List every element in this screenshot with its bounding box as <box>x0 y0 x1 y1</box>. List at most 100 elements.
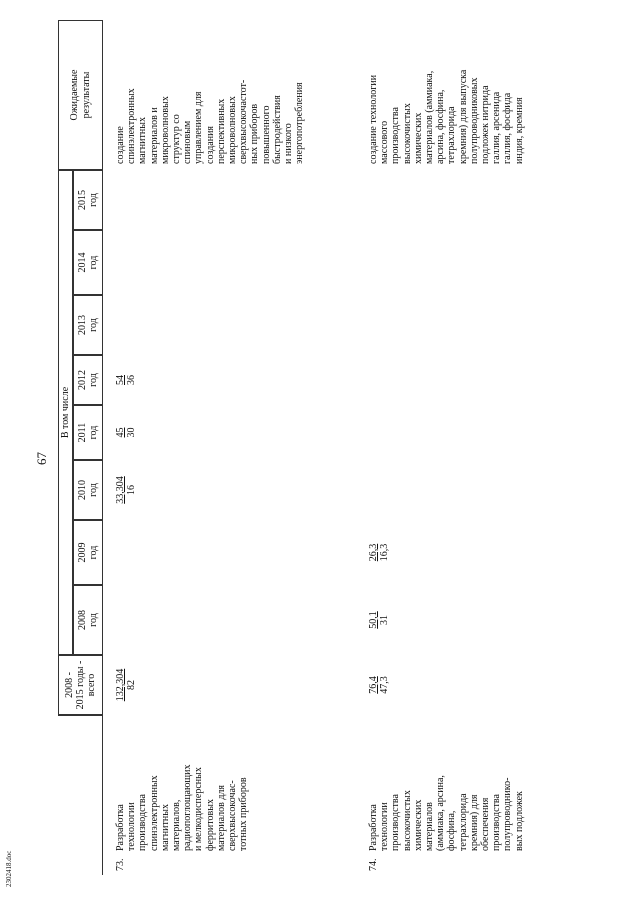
value: 50,1 <box>368 611 379 629</box>
text-line: кремния) для <box>468 794 480 851</box>
header-text: 2010 <box>76 480 88 500</box>
text-line: Разработка <box>368 804 379 851</box>
row-name: Разработка технологии производства спинэлек… <box>115 713 249 851</box>
row-results: создание спинэлектронных магнитных материал… <box>115 20 305 164</box>
text-line: полупроводниковых <box>468 77 480 164</box>
text-line: производства <box>390 794 402 851</box>
header-text: В том числе <box>59 386 71 439</box>
header-text: год <box>88 425 99 440</box>
text-line: сверхвысокочас- <box>227 780 239 851</box>
header-year: 2013 год <box>73 295 103 355</box>
header-year: 2012 год <box>73 355 103 405</box>
text-line: энергопотребления <box>294 82 306 164</box>
value: 26,3 <box>368 543 379 562</box>
header-text: 2014 <box>76 252 88 273</box>
text-line: химических <box>412 112 424 164</box>
text-line: повышенного <box>260 105 272 165</box>
value: 16 <box>126 485 138 495</box>
text-line: вых подложек <box>513 791 525 851</box>
header-year: 2009 год <box>73 520 103 585</box>
text-line: производства <box>137 794 149 851</box>
text-line: арсина, фосфина, <box>435 89 447 164</box>
text-line: материалов и <box>148 107 160 164</box>
header-year: 2011 год <box>73 405 103 460</box>
value: 33,304 <box>115 476 126 504</box>
header-results: Ожидаемые результаты <box>58 20 103 170</box>
page-number: 67 <box>34 452 49 465</box>
value-cell: 26,3 16,3 <box>368 520 390 585</box>
row-name: Разработка технологии производства высокочи… <box>368 713 525 851</box>
value: 76,4 <box>368 676 379 694</box>
text-line: и низкого <box>283 123 295 164</box>
header-text: 2008 - <box>63 672 75 698</box>
text-line: быстродействия <box>271 95 283 164</box>
header-blank <box>58 715 103 875</box>
value: 36 <box>126 375 138 385</box>
header-text: 2015 годы - <box>74 660 86 710</box>
text-line: спиновым <box>182 120 194 164</box>
header-text: 2012 <box>76 370 88 390</box>
text-line: подложек нитрида <box>480 85 492 164</box>
header-text: результаты <box>80 71 92 119</box>
text-line: создание <box>115 126 126 164</box>
value-cell: 76,4 47,3 <box>368 655 390 715</box>
text-line: структур со <box>171 114 183 164</box>
header-text: 2009 <box>76 542 88 563</box>
text-line: создание технологии <box>368 74 379 164</box>
value: 47,3 <box>379 676 391 694</box>
value-cell: 50,1 31 <box>368 585 390 655</box>
value: 31 <box>379 615 391 625</box>
text-line: фосфина, <box>446 810 458 851</box>
text-line: полупроводнико- <box>502 777 514 851</box>
text-line: спинэлектронных <box>126 88 138 164</box>
text-line: материалов, <box>171 799 183 851</box>
text-line: спинэлектронных <box>148 775 160 851</box>
row-number: 74. <box>368 858 379 872</box>
text-line: галлия, фосфида <box>502 92 514 164</box>
value-cell: 45 30 <box>115 405 137 460</box>
value: 54 <box>115 375 126 385</box>
value-cell: 54 36 <box>115 355 137 405</box>
text-line: и мелкодисперсных <box>193 767 205 851</box>
text-line: микроволновых <box>227 96 239 164</box>
header-text: 2013 <box>76 315 88 335</box>
text-line: материалов <box>424 802 436 851</box>
text-line: тетрахлорида <box>446 106 458 164</box>
header-text: 2015 <box>76 190 88 210</box>
header-total: 2008 -2015 годы - всего <box>58 655 103 715</box>
header-text: год <box>88 613 99 627</box>
header-year: 2010 год <box>73 460 103 520</box>
text-line: кремния) для выпуска <box>457 69 469 164</box>
header-year: 2008 год <box>73 585 103 655</box>
row-results: создание технологии массового производства… <box>368 20 525 164</box>
text-line: ферритовых <box>204 799 216 851</box>
text-line: магнитных <box>159 804 171 851</box>
value-cell: 132,304 82 <box>115 655 137 715</box>
text-line: высокочистых <box>401 790 413 851</box>
text-line: материалов для <box>215 784 227 851</box>
header-text: год <box>88 483 99 497</box>
header-text: 2011 <box>76 422 88 443</box>
value: 82 <box>126 680 138 690</box>
header-text: год <box>88 318 99 332</box>
text-line: Разработка <box>115 804 126 851</box>
value: 30 <box>126 427 138 438</box>
text-line: сверхвысокочастот- <box>238 79 250 164</box>
text-line: управлением для <box>193 91 205 164</box>
row-number: 73. <box>115 858 126 872</box>
text-line: химических <box>412 799 424 851</box>
value-cell: 33,304 16 <box>115 460 137 520</box>
header-text: Ожидаемые <box>69 69 81 121</box>
text-line: индия, кремния <box>513 97 525 164</box>
text-line: тетрахлорида <box>457 793 469 851</box>
text-line: создания <box>204 125 216 164</box>
footer: 2302418.doc <box>5 850 13 887</box>
text-line: производства <box>390 107 402 164</box>
text-line: массового <box>379 120 391 164</box>
text-line: перспективных <box>215 98 227 164</box>
header-text: год <box>88 255 99 270</box>
text-line: тотных приборов <box>238 777 250 851</box>
text-line: галлия, арсенида <box>491 91 503 164</box>
text-line: технологии <box>379 802 391 851</box>
